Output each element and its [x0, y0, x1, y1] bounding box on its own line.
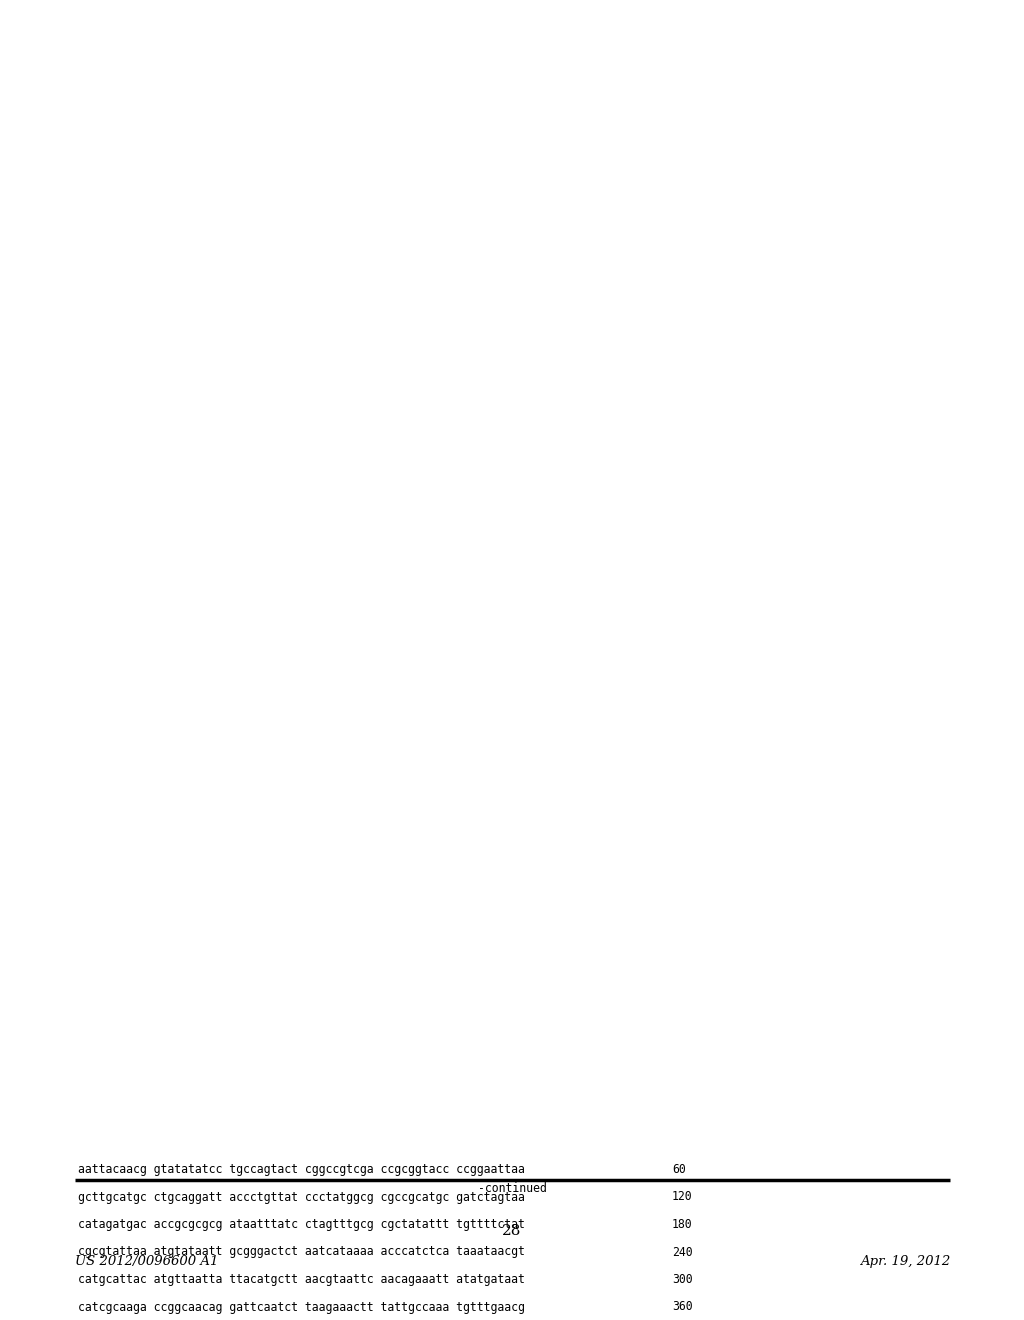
Text: 28: 28 [503, 1224, 521, 1238]
Text: catcgcaaga ccggcaacag gattcaatct taagaaactt tattgccaaa tgtttgaacg: catcgcaaga ccggcaacag gattcaatct taagaaa… [78, 1300, 525, 1313]
Text: catgcattac atgttaatta ttacatgctt aacgtaattc aacagaaatt atatgataat: catgcattac atgttaatta ttacatgctt aacgtaa… [78, 1272, 525, 1286]
Text: US 2012/0096600 A1: US 2012/0096600 A1 [75, 1255, 218, 1269]
Text: cgcgtattaa atgtataatt gcgggactct aatcataaaa acccatctca taaataacgt: cgcgtattaa atgtataatt gcgggactct aatcata… [78, 1246, 525, 1258]
Text: aattacaacg gtatatatcc tgccagtact cggccgtcga ccgcggtacc ccggaattaa: aattacaacg gtatatatcc tgccagtact cggccgt… [78, 1163, 525, 1176]
Text: 240: 240 [672, 1246, 692, 1258]
Text: Apr. 19, 2012: Apr. 19, 2012 [860, 1255, 950, 1269]
Text: gcttgcatgc ctgcaggatt accctgttat ccctatggcg cgccgcatgc gatctagtaa: gcttgcatgc ctgcaggatt accctgttat ccctatg… [78, 1191, 525, 1204]
Text: 120: 120 [672, 1191, 692, 1204]
Text: 180: 180 [672, 1218, 692, 1232]
Text: catagatgac accgcgcgcg ataatttatc ctagtttgcg cgctatattt tgttttctat: catagatgac accgcgcgcg ataatttatc ctagttt… [78, 1218, 525, 1232]
Text: -continued: -continued [477, 1181, 547, 1195]
Text: 300: 300 [672, 1272, 692, 1286]
Text: 60: 60 [672, 1163, 686, 1176]
Text: 360: 360 [672, 1300, 692, 1313]
